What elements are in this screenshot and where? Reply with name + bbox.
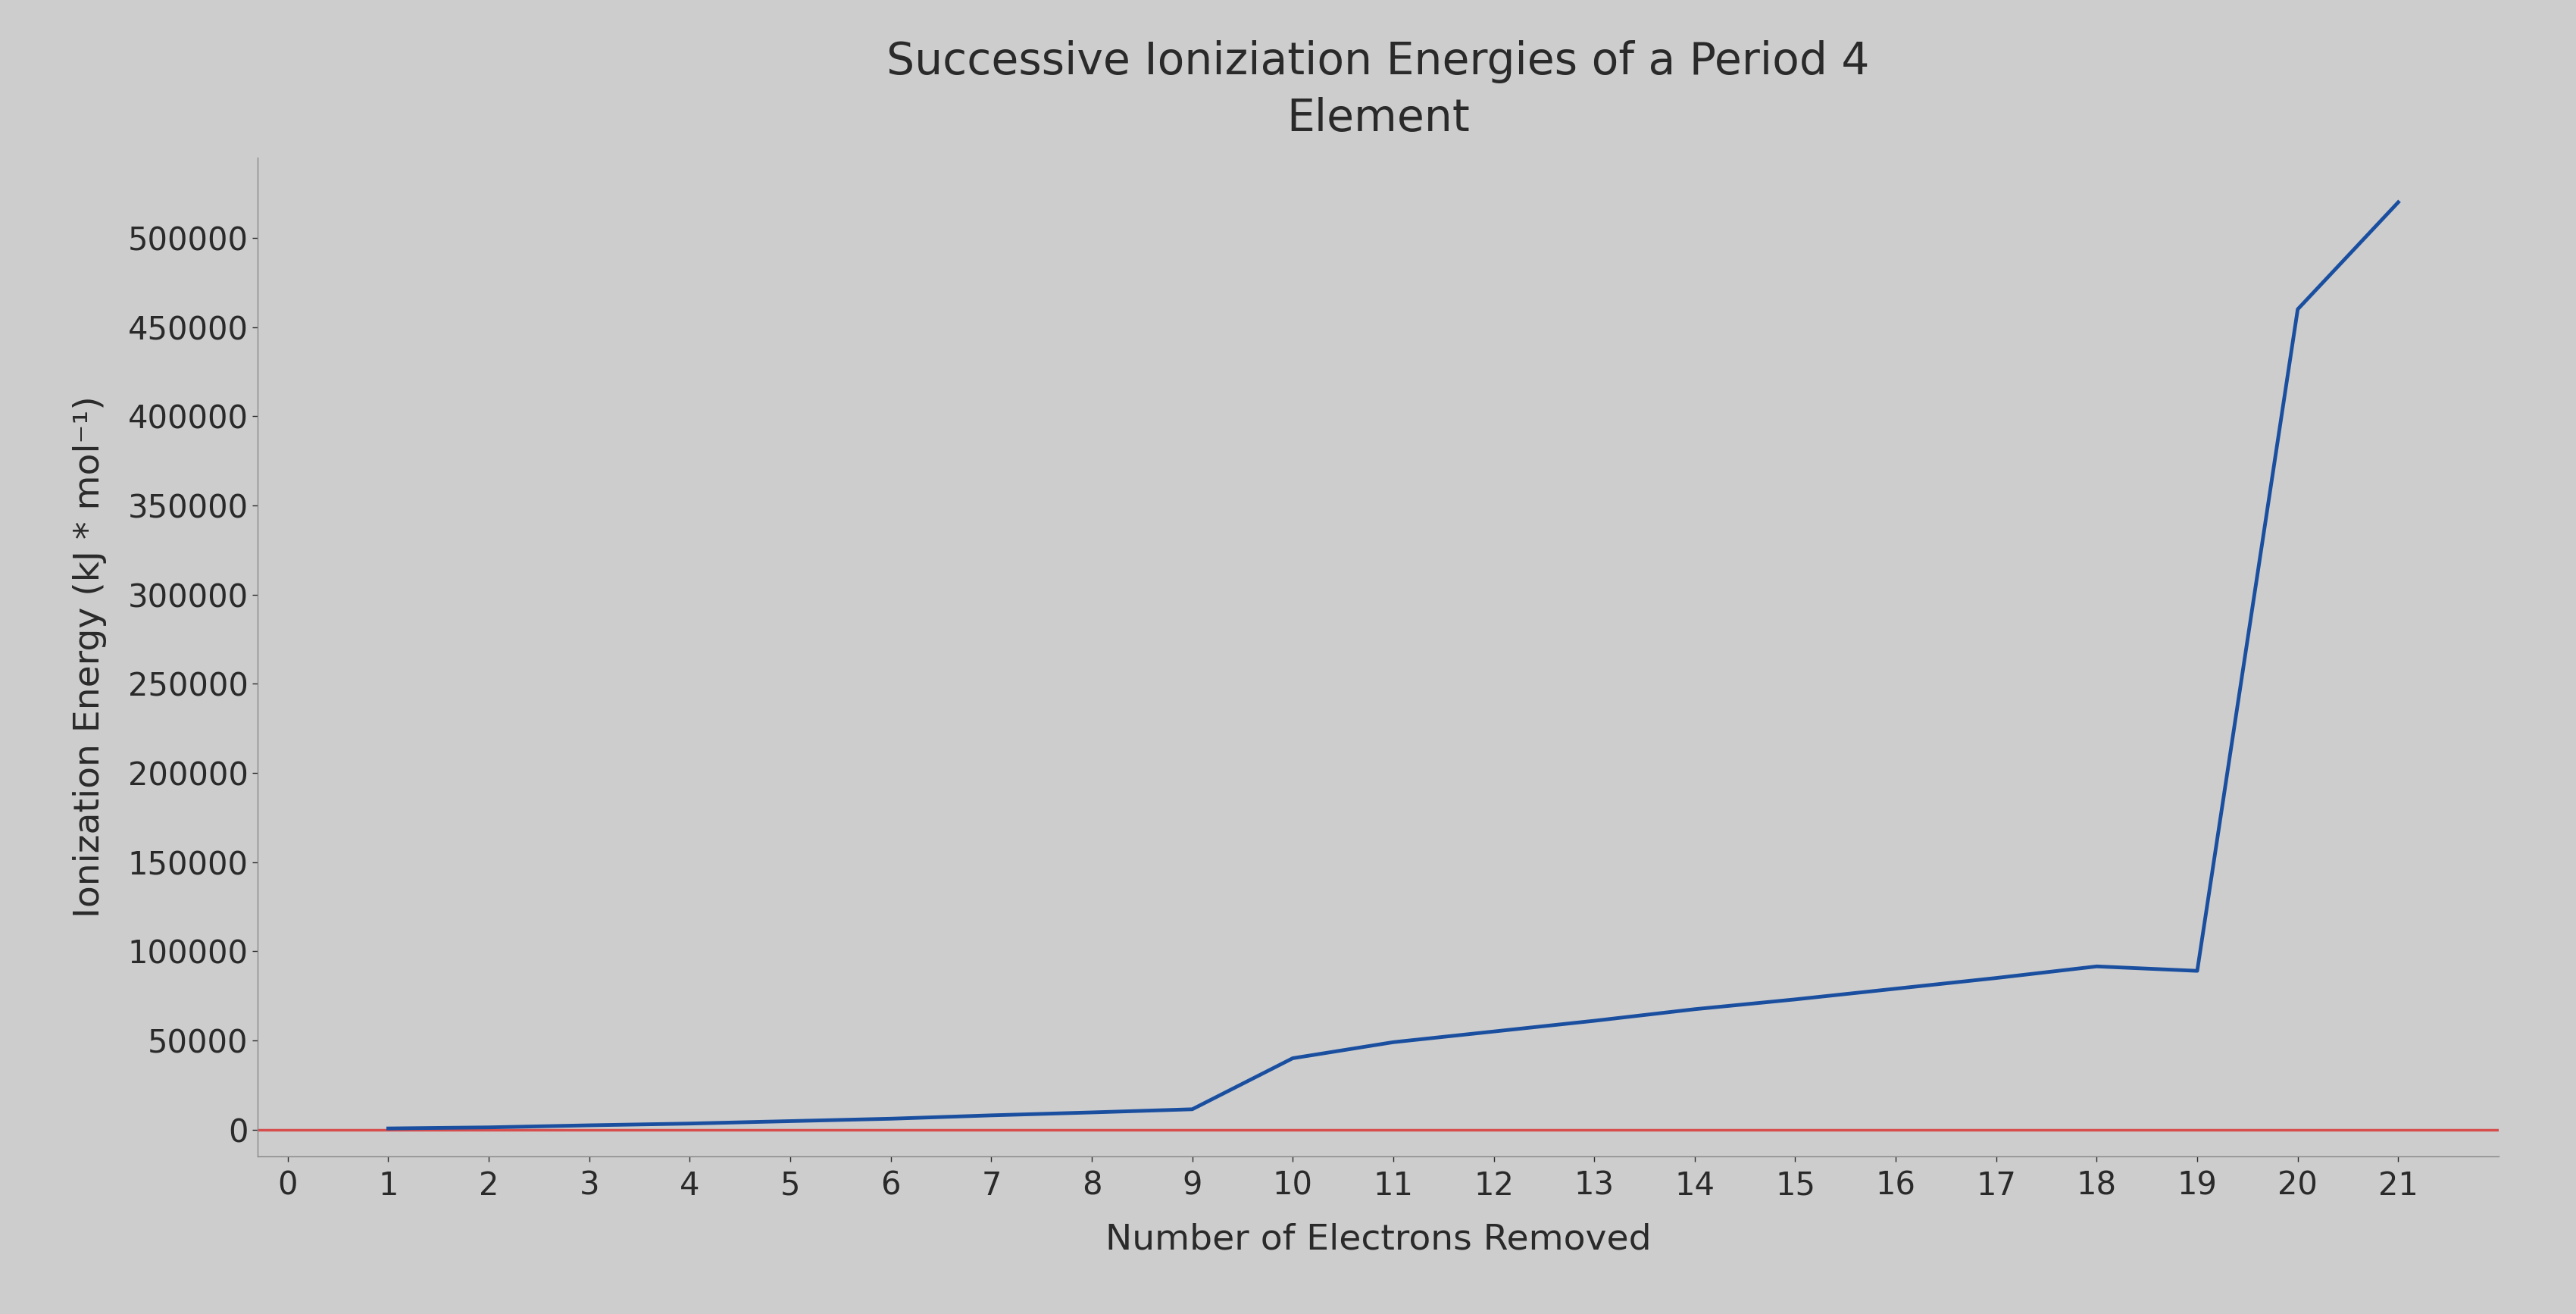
- Y-axis label: Ionization Energy (kJ * mol⁻¹): Ionization Energy (kJ * mol⁻¹): [72, 396, 106, 918]
- Title: Successive Ioniziation Energies of a Period 4
Element: Successive Ioniziation Energies of a Per…: [886, 41, 1870, 141]
- X-axis label: Number of Electrons Removed: Number of Electrons Removed: [1105, 1223, 1651, 1257]
